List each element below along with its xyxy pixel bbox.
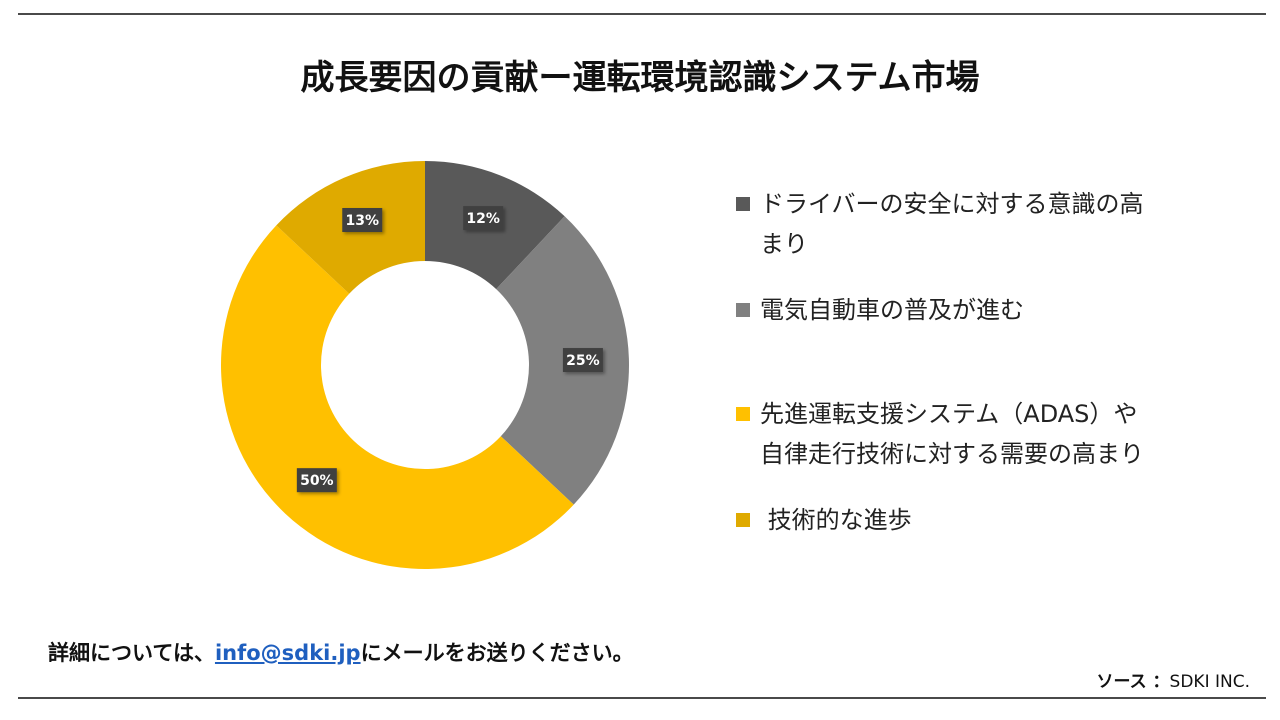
bottom-divider — [18, 697, 1266, 699]
top-divider — [18, 13, 1266, 15]
legend-swatch-adas-demand — [736, 407, 750, 421]
donut-slice-ev-adoption — [496, 216, 629, 505]
data-label-box — [562, 348, 603, 373]
legend-swatch-tech-progress — [736, 513, 750, 527]
source-value: SDKI INC. — [1169, 672, 1250, 692]
contact-suffix: にメールをお送りください。 — [360, 641, 634, 665]
chart-title: 成長要因の貢献ー運転環境認識システム市場 — [300, 58, 980, 98]
legend-label-line: 先進運転支援システム（ADAS）や — [760, 400, 1138, 428]
data-label-adas-demand: 50% — [296, 468, 337, 493]
contact-email-link[interactable]: info@sdki.jp — [214, 641, 361, 665]
data-label-tech-progress: 13% — [342, 207, 383, 232]
legend-label-line: 技術的な進歩 — [760, 506, 912, 534]
source-credit: ソース ：SDKI INC. — [1096, 667, 1250, 692]
legend-label-line: 自律走行技術に対する需要の高まり — [760, 440, 1144, 468]
data-label-text: 13% — [345, 213, 379, 229]
legend-label-line: ドライバーの安全に対する意識の高 — [760, 190, 1144, 218]
legend-label-line: 電気自動車の普及が進む — [760, 296, 1024, 324]
data-label-text: 25% — [566, 353, 600, 369]
donut-chart: 12% 25% 50% 13% — [221, 161, 629, 569]
legend-item-ev-adoption: 電気自動車の普及が進む — [736, 290, 1176, 330]
data-label-text: 50% — [300, 473, 334, 489]
legend-item-driver-safety: ドライバーの安全に対する意識の高 まり — [736, 184, 1176, 264]
legend-label-line: まり — [760, 230, 808, 258]
contact-prefix: 詳細については、 — [48, 641, 215, 665]
contact-note: 詳細については、info@sdki.jpにメールをお送りください。 — [48, 637, 634, 667]
data-label-box — [296, 468, 337, 493]
data-label-driver-safety: 12% — [463, 206, 504, 231]
data-label-box — [342, 207, 383, 232]
data-label-box — [463, 206, 504, 231]
legend-swatch-ev-adoption — [736, 303, 750, 317]
data-label-ev-adoption: 25% — [562, 348, 603, 373]
data-label-text: 12% — [466, 211, 500, 227]
legend-item-adas-demand: 先進運転支援システム（ADAS）や 自律走行技術に対する需要の高まり — [736, 394, 1176, 474]
legend-item-tech-progress: 技術的な進歩 — [736, 500, 1176, 540]
legend-swatch-driver-safety — [736, 197, 750, 211]
source-key: ソース ： — [1096, 672, 1170, 692]
